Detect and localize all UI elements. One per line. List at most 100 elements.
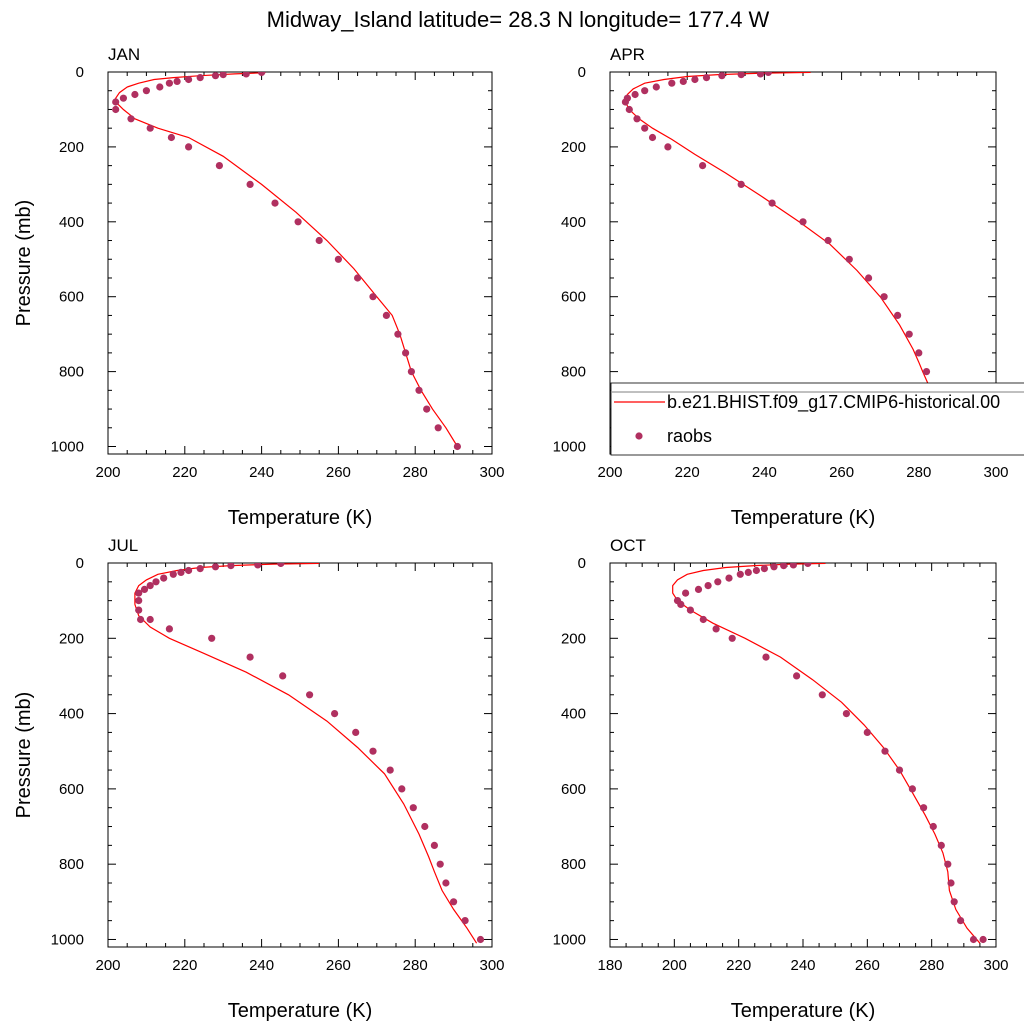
raobs-point xyxy=(453,442,461,451)
raobs-point xyxy=(219,72,227,79)
raobs-point xyxy=(135,597,143,605)
raobs-point xyxy=(146,124,154,132)
raobs-point xyxy=(865,274,873,282)
raobs-point xyxy=(254,563,262,569)
x-tick-label: 300 xyxy=(479,464,504,481)
raobs-point xyxy=(137,615,145,624)
x-tick-label: 200 xyxy=(95,957,120,974)
raobs-point xyxy=(369,293,377,301)
raobs-point xyxy=(135,606,143,614)
x-tick-label: 300 xyxy=(479,957,504,974)
model-series-line xyxy=(672,563,981,944)
raobs-point xyxy=(756,72,765,78)
raobs-point xyxy=(648,133,657,142)
raobs-point xyxy=(768,199,776,207)
raobs-point xyxy=(625,105,633,114)
raobs-point xyxy=(702,74,711,82)
raobs-point xyxy=(165,625,173,633)
y-axis-label: Pressure (mb) xyxy=(13,692,35,819)
x-tick-label: 200 xyxy=(662,957,687,974)
raobs-point xyxy=(156,83,164,91)
raobs-point xyxy=(398,785,406,793)
raobs-point xyxy=(165,79,173,87)
raobs-point xyxy=(169,570,177,578)
raobs-point xyxy=(131,90,139,99)
x-tick-label: 220 xyxy=(172,957,197,974)
raobs-point xyxy=(306,691,314,699)
raobs-point xyxy=(135,589,143,597)
raobs-point xyxy=(421,822,429,831)
raobs-point xyxy=(146,582,154,590)
raobs-point xyxy=(185,566,193,575)
panel-apr: 200 220 240 260 280 300 0 200 400 600 800 1000 APR Te… xyxy=(553,45,1009,529)
raobs-point xyxy=(908,785,917,793)
raobs-point xyxy=(294,218,302,226)
raobs-point xyxy=(944,860,952,868)
raobs-point xyxy=(142,87,150,95)
plot-frame xyxy=(609,562,997,948)
raobs-point xyxy=(699,615,707,624)
raobs-point xyxy=(430,841,438,850)
raobs-point xyxy=(246,653,254,661)
raobs-point xyxy=(789,563,797,569)
raobs-point xyxy=(863,728,871,737)
raobs-point xyxy=(436,860,444,868)
raobs-point xyxy=(208,634,216,642)
x-tick-label: 280 xyxy=(403,464,428,481)
raobs-point xyxy=(227,563,235,570)
x-tick-label: 300 xyxy=(983,464,1008,481)
raobs-point xyxy=(691,75,699,84)
raobs-point xyxy=(736,570,744,578)
raobs-point xyxy=(242,72,250,78)
legend-model-label: b.e21.BHIST.f09_g17.CMIP6-historical.00 xyxy=(667,392,1000,413)
x-axis-label: Temperature (K) xyxy=(228,507,373,529)
raobs-point xyxy=(641,87,649,95)
y-tick-label: 0 xyxy=(76,555,84,572)
plot-area xyxy=(134,563,485,944)
y-tick-label: 800 xyxy=(561,856,586,873)
panel-label: APR xyxy=(610,45,645,64)
raobs-point xyxy=(728,634,736,642)
raobs-point xyxy=(633,115,641,123)
raobs-point xyxy=(842,710,851,718)
raobs-point xyxy=(824,236,832,245)
raobs-point xyxy=(415,386,423,394)
raobs-point xyxy=(915,349,923,357)
raobs-point xyxy=(686,606,695,614)
y-tick-label: 400 xyxy=(561,706,586,723)
x-tick-label: 200 xyxy=(597,464,622,481)
x-axis-label: Temperature (K) xyxy=(731,1000,876,1022)
raobs-point xyxy=(211,72,220,80)
raobs-point xyxy=(920,804,928,812)
raobs-point xyxy=(641,124,649,132)
raobs-point xyxy=(664,143,672,151)
raobs-point xyxy=(394,330,402,338)
raobs-point xyxy=(947,879,955,887)
raobs-point xyxy=(442,879,450,887)
raobs-point xyxy=(929,822,937,831)
raobs-point xyxy=(476,935,485,944)
raobs-point xyxy=(922,368,931,376)
raobs-point xyxy=(167,133,175,142)
raobs-point xyxy=(246,180,254,188)
raobs-point xyxy=(434,424,442,432)
raobs-point xyxy=(845,255,853,263)
raobs-point xyxy=(652,83,660,91)
x-tick-label: 220 xyxy=(172,464,197,481)
y-tick-label: 600 xyxy=(59,289,84,306)
y-tick-label: 0 xyxy=(578,64,586,81)
raobs-point xyxy=(957,917,965,925)
raobs-point xyxy=(407,368,415,376)
raobs-point xyxy=(764,72,772,76)
raobs-point xyxy=(682,589,690,597)
y-tick-label: 800 xyxy=(561,364,586,381)
raobs-point xyxy=(152,578,160,586)
raobs-point xyxy=(127,115,135,123)
raobs-point xyxy=(744,568,752,577)
panel-label: JAN xyxy=(108,45,140,64)
x-tick-label: 280 xyxy=(919,957,944,974)
raobs-point xyxy=(354,274,362,282)
raobs-point xyxy=(905,330,913,338)
y-tick-label: 800 xyxy=(59,364,84,381)
y-axis-label: Pressure (mb) xyxy=(13,200,35,327)
